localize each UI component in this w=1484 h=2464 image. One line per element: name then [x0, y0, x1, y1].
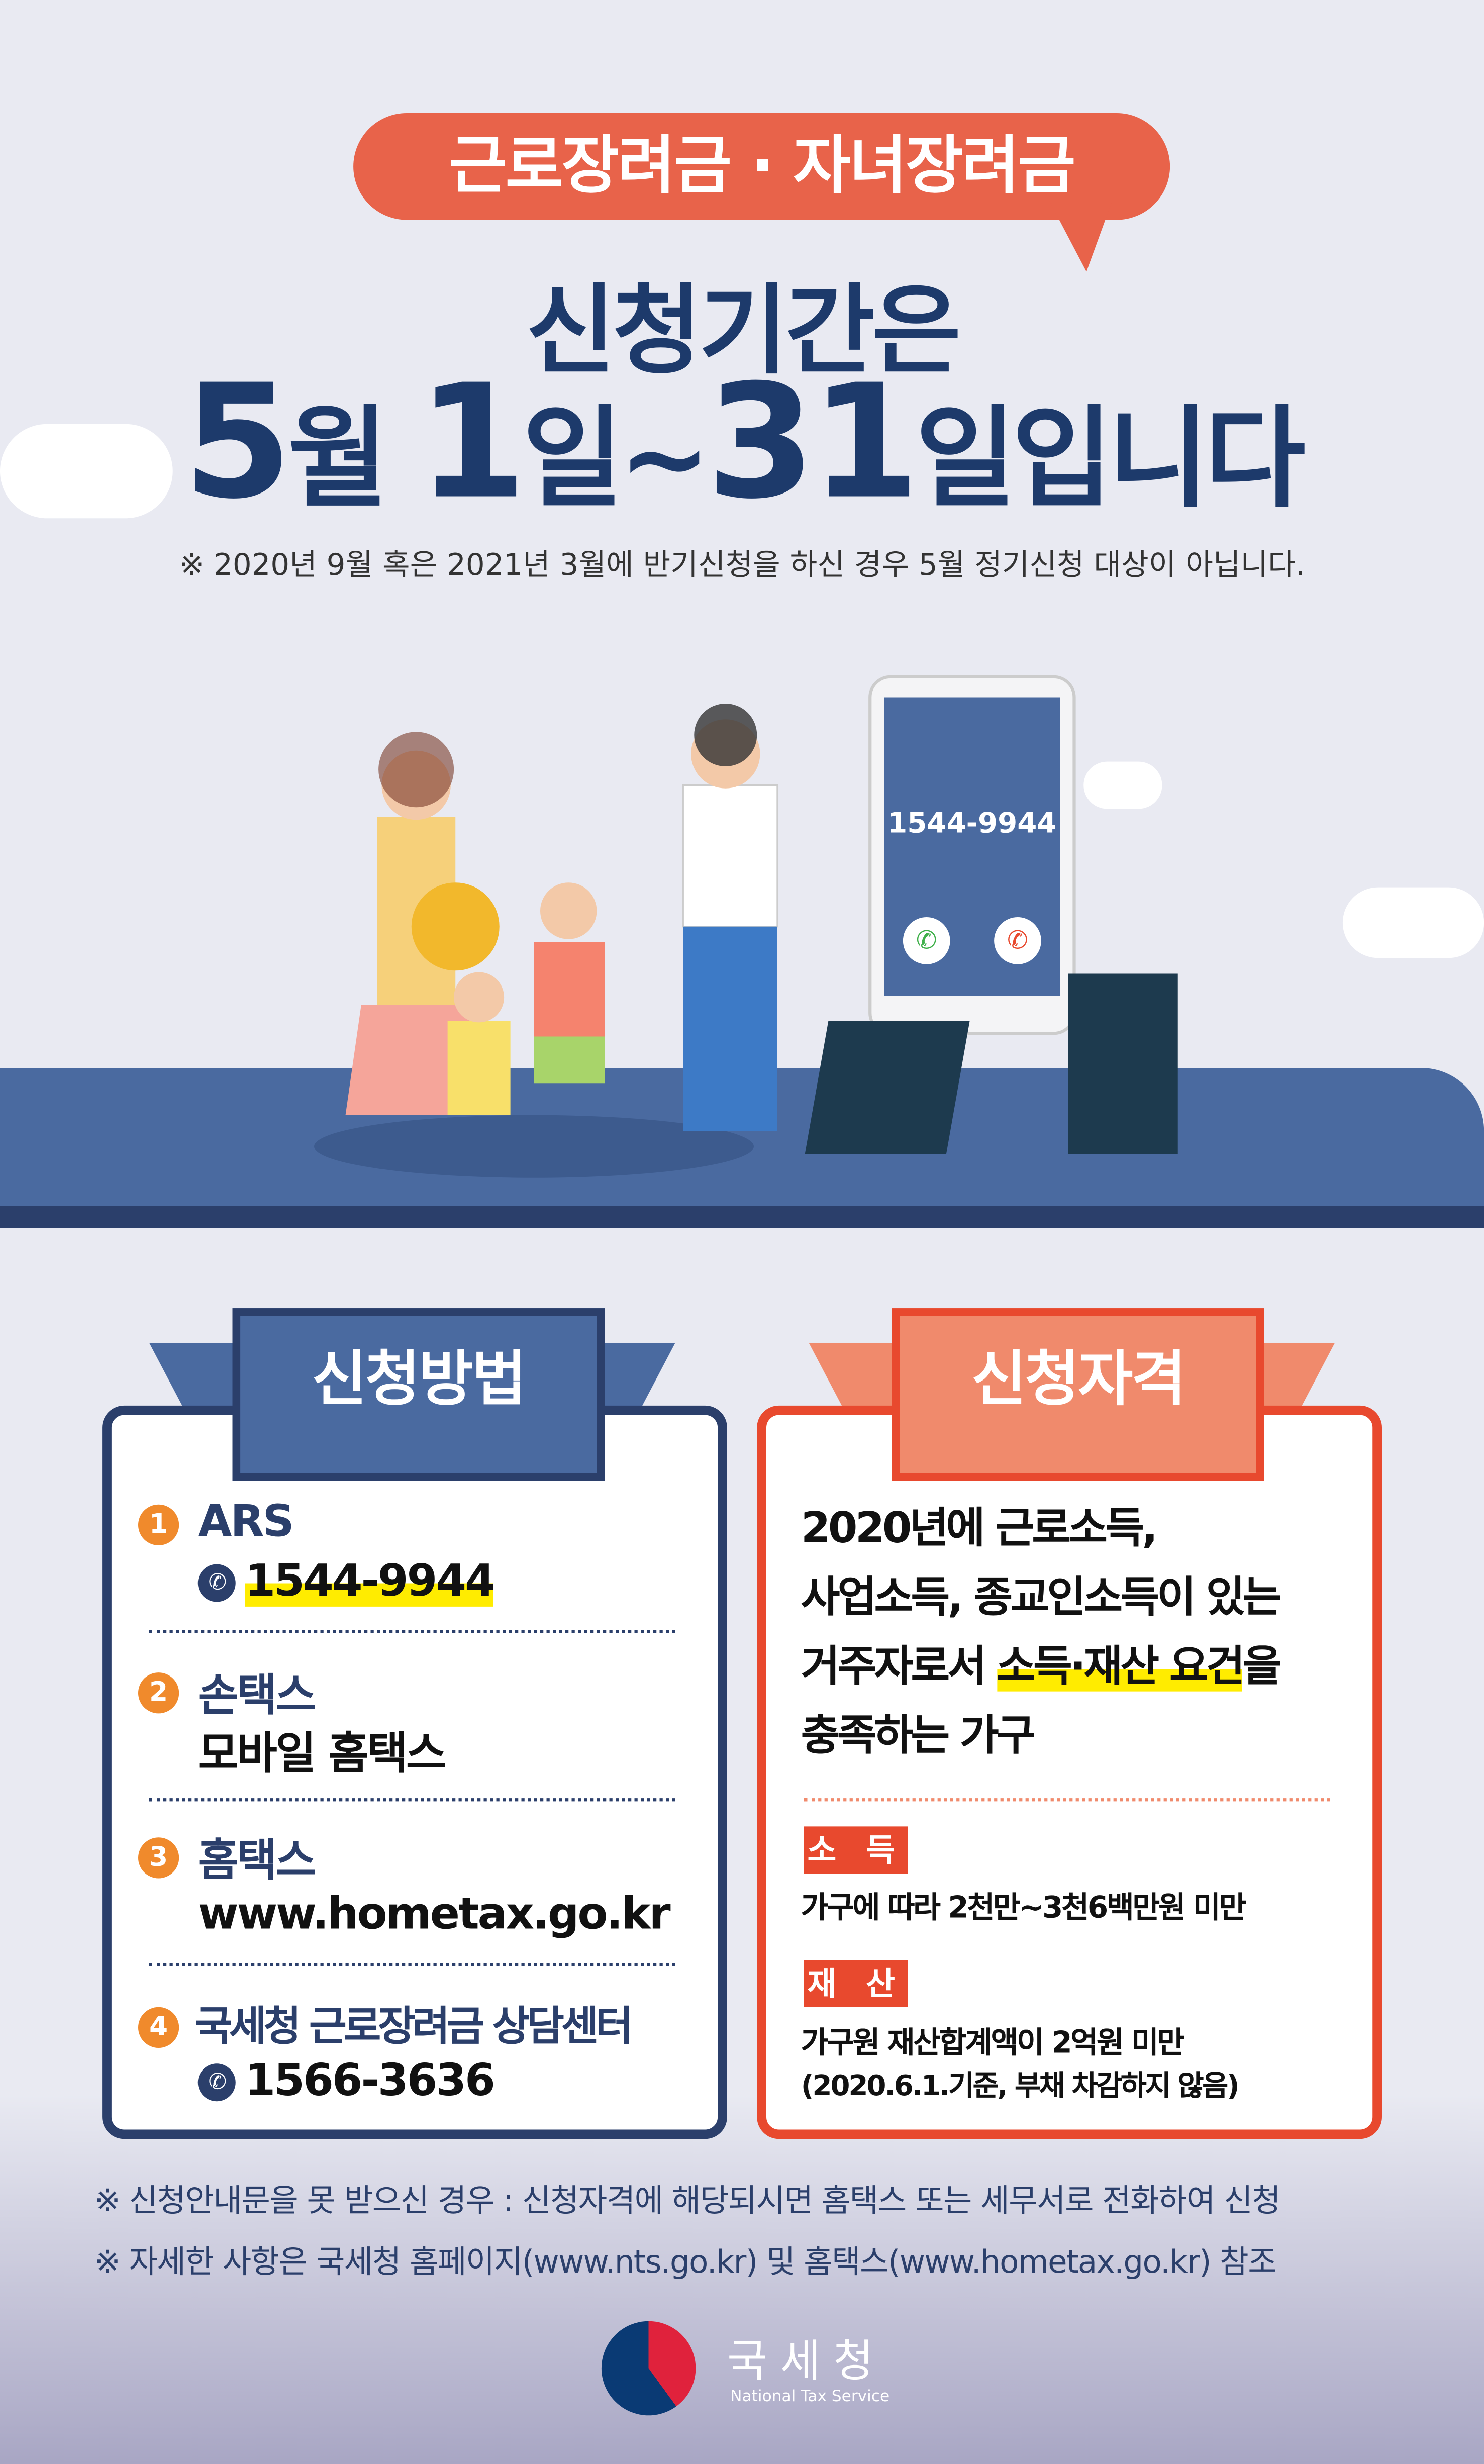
hand-illustration: [1068, 973, 1178, 1154]
eligibility-title: 신청자격: [892, 1308, 1264, 1481]
title-bubble: 근로장려금 · 자녀장려금: [353, 113, 1170, 220]
income-text: 가구에 따라 2천만~3천6백만원 미만: [801, 1891, 1246, 1926]
method-ars-number[interactable]: ✆ 1544-9944: [197, 1554, 496, 1607]
method-card: [102, 1405, 727, 2139]
highlight: 소득·재산 요건: [997, 1642, 1245, 1692]
logo-english: National Tax Service: [730, 2389, 890, 2406]
hand-illustration: [805, 1021, 970, 1154]
number-badge: 2: [138, 1672, 179, 1714]
asset-note: (2020.6.1.기준, 부채 차감하지 않음): [801, 2069, 1240, 2103]
cloud-icon: [1342, 887, 1484, 958]
eligibility-card: [757, 1405, 1382, 2139]
method-hometax: 홈택스: [197, 1834, 316, 1887]
divider: [804, 1798, 1330, 1802]
nts-logo-icon: [601, 2321, 696, 2416]
phone-screen: 1544-9944 ✆ ✆: [884, 697, 1060, 996]
cloud-icon: [0, 424, 173, 519]
divider: [149, 1630, 675, 1633]
cloud-icon: [1083, 761, 1162, 809]
application-period: 5월 1일~31일입니다: [183, 350, 1306, 534]
number-badge: 4: [138, 2007, 179, 2048]
family-illustration: [314, 704, 778, 1178]
method-counsel-center: 국세청 근로장려금 상담센터: [194, 2004, 633, 2051]
period-note: ※ 2020년 9월 혹은 2021년 3월에 반기신청을 하신 경우 5월 정…: [179, 548, 1305, 583]
method-sontax: 손택스: [197, 1669, 316, 1721]
number-badge: 3: [138, 1837, 179, 1879]
eligibility-text: 2020년에 근로소득, 사업소득, 종교인소득이 있는 거주자로서 소득·재산 …: [801, 1504, 1282, 1761]
phone-icon: ✆: [197, 2063, 236, 2102]
footer-note-1: ※ 신청안내문을 못 받으신 경우 : 신청자격에 해당되시면 홈택스 또는 세…: [94, 2181, 1281, 2219]
asset-tag: 재 산: [804, 1960, 908, 2007]
title-line1: 신청기간은: [526, 273, 961, 388]
phone-icon: ✆: [197, 1564, 236, 1602]
divider: [149, 1798, 675, 1802]
asset-text: 가구원 재산합계액이 2억원 미만: [801, 2026, 1184, 2060]
method-sontax-detail: 모바일 홈택스: [197, 1727, 447, 1780]
number-badge: 1: [138, 1504, 179, 1545]
phone-illustration: 1544-9944 ✆ ✆: [868, 675, 1076, 1035]
divider: [149, 1963, 675, 1966]
phone-screen-number: 1544-9944: [887, 807, 1057, 840]
hometax-url[interactable]: www.hometax.go.kr: [197, 1888, 671, 1940]
income-tag: 소 득: [804, 1826, 908, 1874]
footer-note-2: ※ 자세한 사항은 국세청 홈페이지(www.nts.go.kr) 및 홈택스(…: [94, 2242, 1277, 2281]
method-title: 신청방법: [232, 1308, 605, 1481]
decline-call-icon: ✆: [994, 917, 1041, 964]
counsel-center-number[interactable]: ✆ 1566-3636: [197, 2054, 496, 2106]
logo-korean: 국세청: [727, 2335, 886, 2387]
method-ars: ARS: [197, 1495, 294, 1547]
platform-edge: [0, 1206, 1484, 1228]
answer-call-icon: ✆: [903, 917, 950, 964]
